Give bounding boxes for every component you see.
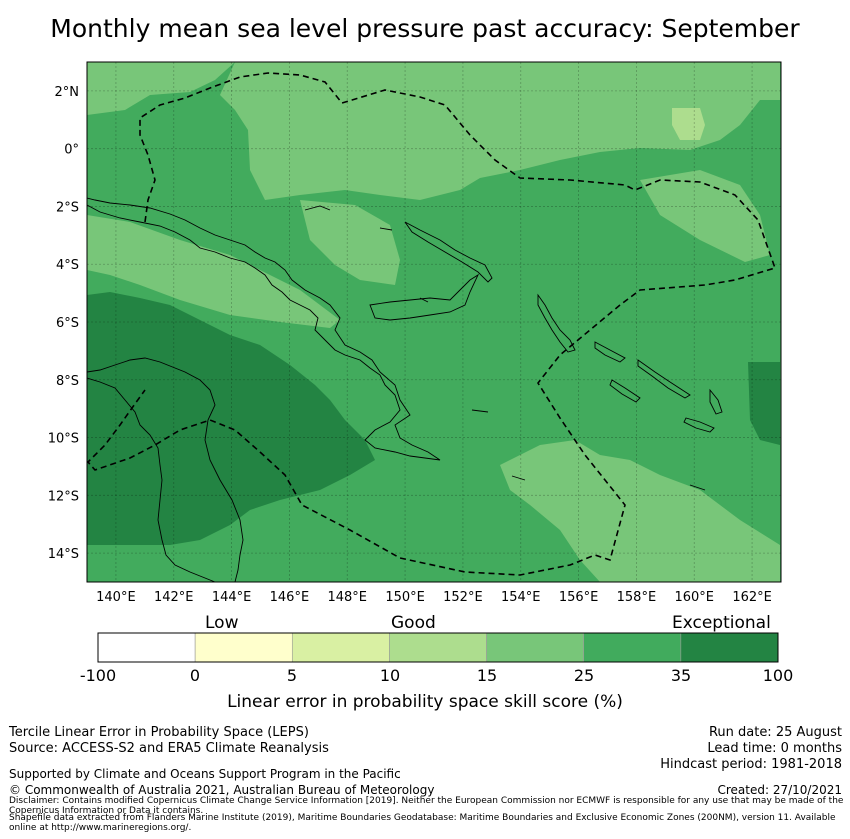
colorbar-category-good: Good (391, 613, 436, 633)
solomon-isles-1 (594, 341, 626, 363)
source-text: Source: ACCESS-S2 and ERA5 Climate Reana… (9, 741, 329, 756)
created-date-text: Created: 27/10/2021 (717, 783, 842, 797)
lat-tick-label: 12°S (48, 489, 79, 504)
png-eez-boundary (87, 72, 777, 576)
solomon-isles-5 (683, 417, 715, 433)
copyright-text: © Commonwealth of Australia 2021, Austra… (9, 783, 435, 797)
light-region-south (500, 440, 780, 582)
lat-tick-label: 8°S (56, 374, 79, 389)
islets (304, 205, 706, 491)
method-text: Tercile Linear Error in Probability Spac… (9, 725, 309, 740)
map-frame (86, 61, 782, 583)
light-region-north-west (87, 62, 235, 115)
lead-time-text: Lead time: 0 months (707, 741, 842, 756)
colorbar-frame (97, 632, 779, 663)
lat-tick-label: 0° (64, 143, 79, 158)
dark-region-east (748, 362, 780, 445)
latitude-tick-labels: 2°N 0° 2°S 4°S 6°S 8°S 10°S 12°S 14°S (48, 85, 79, 562)
colorbar-tick: 5 (286, 666, 298, 685)
light-region-east (640, 170, 770, 262)
support-text: Supported by Climate and Oceans Support … (9, 767, 401, 781)
lon-tick-label: 152°E (443, 590, 483, 605)
solomon-isles-3 (609, 379, 641, 403)
light-region-north (220, 62, 780, 200)
shapefile-credit-text: Shapefile data extracted from Flanders M… (9, 813, 836, 833)
lon-tick-label: 142°E (154, 590, 194, 605)
colorbar-swatch (680, 632, 779, 663)
light-region-central (300, 200, 400, 285)
bougainville-coastline (537, 293, 576, 353)
run-date-text: Run date: 25 August (708, 725, 842, 740)
colorbar-category-low: Low (205, 613, 239, 633)
colorbar-tick: -100 (79, 666, 117, 685)
colorbar-tick: 15 (476, 666, 498, 685)
colorbar (97, 632, 779, 663)
colorbar-tick: 35 (670, 666, 692, 685)
lon-tick-label: 154°E (501, 590, 541, 605)
colorbar-tick: 0 (189, 666, 201, 685)
colorbar-swatch (194, 632, 293, 663)
lat-tick-label: 2°S (56, 200, 79, 215)
lat-tick-label: 4°S (56, 258, 79, 273)
colorbar-swatch (97, 632, 196, 663)
lon-tick-label: 162°E (732, 590, 772, 605)
lon-tick-label: 158°E (617, 590, 657, 605)
australia-coastline (87, 357, 244, 582)
coastlines (87, 197, 723, 582)
colorbar-swatch (583, 632, 682, 663)
colorbar-tick: 25 (573, 666, 595, 685)
new-guinea-coastline (87, 197, 441, 461)
colorbar-tick: 100 (762, 666, 794, 685)
colorbar-category-exceptional: Exceptional (672, 613, 771, 633)
lon-tick-label: 148°E (327, 590, 367, 605)
new-britain-coastline (369, 273, 480, 321)
lon-tick-label: 144°E (212, 590, 252, 605)
lat-tick-label: 14°S (48, 547, 79, 562)
longitude-tick-labels: 140°E 142°E 144°E 146°E 148°E 150°E 152°E 154°E… (96, 590, 772, 605)
lon-tick-label: 146°E (270, 590, 310, 605)
lat-tick-label: 6°S (56, 316, 79, 331)
lighter-patch (672, 108, 705, 140)
eez-boundary (87, 72, 777, 576)
colorbar-swatch (291, 632, 390, 663)
hindcast-text: Hindcast period: 1981-2018 (660, 757, 842, 772)
solomon-isles-4 (709, 388, 723, 415)
lat-tick-label: 10°S (48, 432, 79, 447)
lon-tick-label: 150°E (385, 590, 425, 605)
lon-tick-label: 156°E (559, 590, 599, 605)
colorbar-swatch (389, 632, 487, 663)
new-ireland-coastline (404, 221, 493, 283)
lat-tick-label: 2°N (55, 85, 80, 100)
light-region-band (87, 215, 340, 328)
colorbar-label: Linear error in probability space skill … (227, 692, 623, 712)
map-graticule (87, 62, 781, 582)
skill-score-field (87, 62, 781, 582)
disclaimer-text: Disclaimer: Contains modified Copernicus… (9, 796, 844, 816)
map-title: Monthly mean sea level pressure past acc… (50, 14, 800, 43)
lon-tick-label: 140°E (96, 590, 136, 605)
colorbar-swatch (486, 632, 585, 663)
solomon-isles-2 (637, 359, 691, 399)
lon-tick-label: 160°E (674, 590, 714, 605)
colorbar-tick: 10 (379, 666, 401, 685)
dark-region-southwest (87, 292, 375, 545)
